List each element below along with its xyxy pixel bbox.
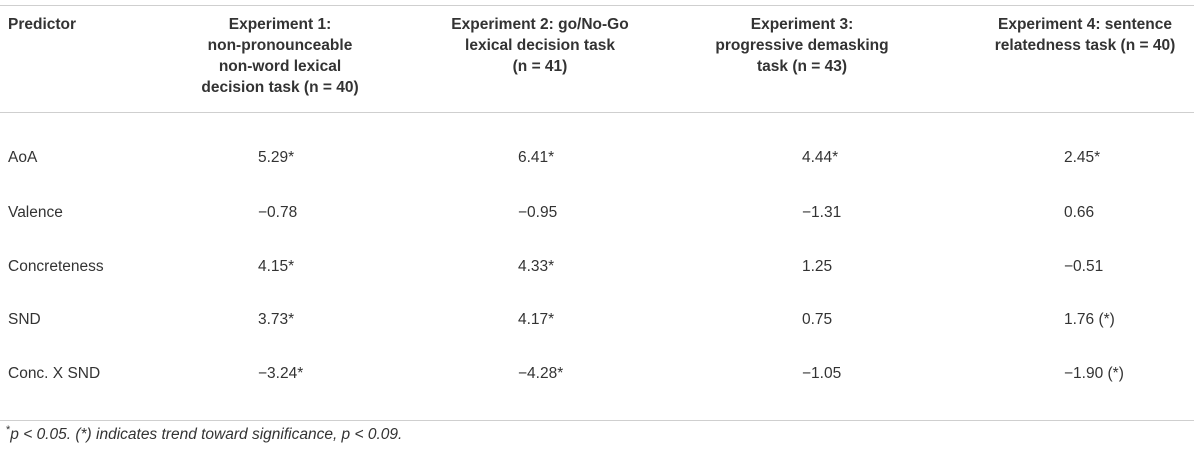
cell-exp3: 0.75 [802,311,833,328]
cell-exp4: −1.90 (*) [1064,365,1124,382]
table-row: SND 3.73* 4.17* 0.75 1.76 (*) [0,308,1194,332]
top-rule [0,5,1194,6]
bottom-rule [0,420,1194,421]
row-label: SND [8,311,41,328]
cell-exp1: 3.73* [258,311,295,328]
row-label: Concreteness [8,258,104,275]
header-exp3-line: progressive demasking [715,37,889,54]
table-row: AoA 5.29* 6.41* 4.44* 2.45* [0,146,1194,170]
table-row: Concreteness 4.15* 4.33* 1.25 −0.51 [0,255,1194,279]
cell-exp2: 4.33* [518,258,555,275]
header-exp2-line: lexical decision task [465,37,615,54]
cell-exp1: −3.24* [258,365,304,382]
header-experiment-2: Experiment 2: go/No-Go lexical decision … [430,14,650,77]
header-exp2-line: Experiment 2: go/No-Go [451,16,629,33]
cell-exp1: 4.15* [258,258,295,275]
cell-exp4: −0.51 [1064,258,1104,275]
header-exp2-line: (n = 41) [512,58,568,75]
cell-exp1: −0.78 [258,204,298,221]
header-rule [0,112,1194,113]
table-row: Valence −0.78 −0.95 −1.31 0.66 [0,201,1194,225]
cell-exp2: 4.17* [518,311,555,328]
cell-exp2: −0.95 [518,204,558,221]
cell-exp3: −1.31 [802,204,842,221]
cell-exp1: 5.29* [258,149,295,166]
row-label: AoA [8,149,38,166]
cell-exp2: 6.41* [518,149,555,166]
header-exp1-line: Experiment 1: [228,16,332,33]
row-label: Conc. X SND [8,365,101,382]
cell-exp3: 4.44* [802,149,839,166]
cell-exp2: −4.28* [518,365,564,382]
header-predictor: Predictor [8,16,77,33]
footnote-marker: * [6,423,11,436]
cell-exp3: −1.05 [802,365,842,382]
header-exp1-line: non-word lexical [218,58,342,75]
header-experiment-3: Experiment 3: progressive demasking task… [692,14,912,77]
header-experiment-4: Experiment 4: sentence relatedness task … [975,14,1195,56]
table-row: Conc. X SND −3.24* −4.28* −1.05 −1.90 (*… [0,362,1194,386]
cell-exp4: 0.66 [1064,204,1095,221]
row-label: Valence [8,204,63,221]
footnote: *p < 0.05. (*) indicates trend toward si… [6,423,403,444]
header-exp3-line: task (n = 43) [756,58,848,75]
header-exp3-line: Experiment 3: [750,16,854,33]
cell-exp4: 2.45* [1064,149,1101,166]
header-exp4-line: Experiment 4: sentence [997,16,1172,33]
header-exp1-line: non-pronounceable [207,37,353,54]
cell-exp4: 1.76 (*) [1064,311,1115,328]
header-exp1-line: decision task (n = 40) [201,79,359,96]
header-experiment-1: Experiment 1: non-pronounceable non-word… [170,14,390,98]
footnote-text: p < 0.05. (*) indicates trend toward sig… [10,426,403,443]
header-exp4-line: relatedness task (n = 40) [994,37,1176,54]
cell-exp3: 1.25 [802,258,833,275]
